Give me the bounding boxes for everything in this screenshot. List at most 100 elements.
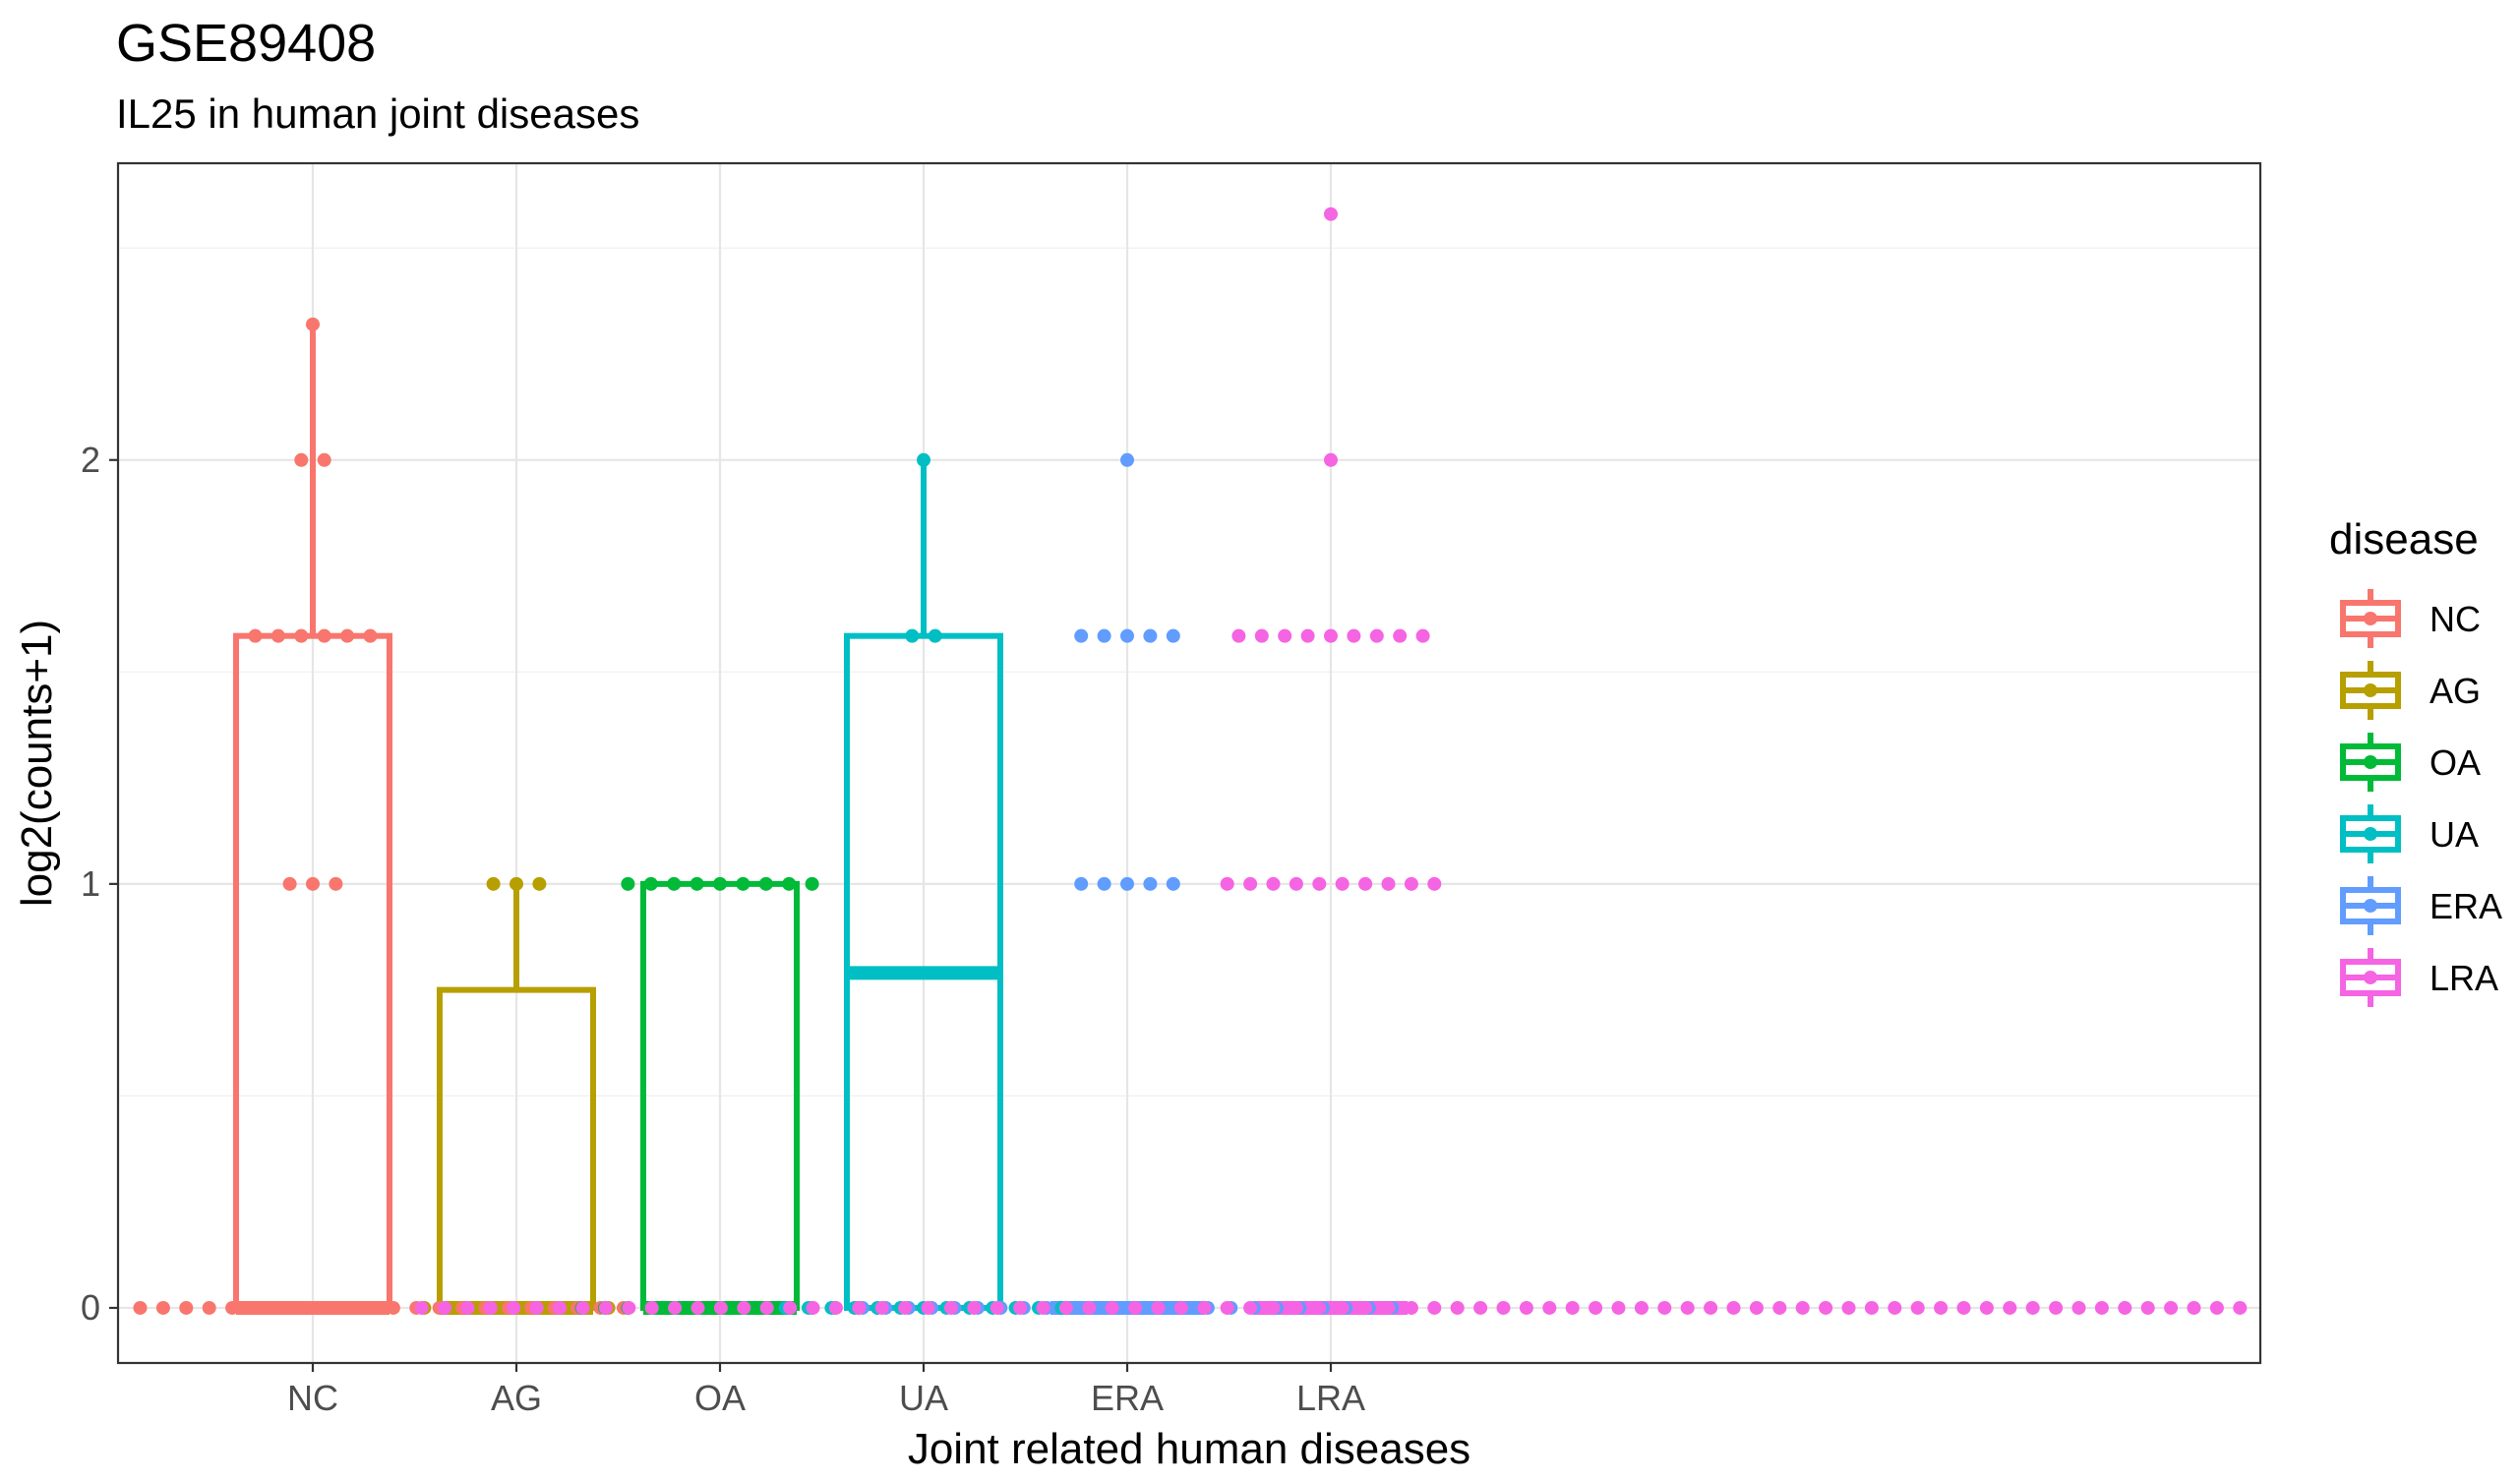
data-point xyxy=(1243,1300,1258,1315)
data-point xyxy=(532,876,547,891)
data-point xyxy=(1427,876,1442,891)
legend-key-point xyxy=(2364,971,2377,984)
legend-item-ag: AG xyxy=(2340,661,2481,720)
data-point xyxy=(460,1300,475,1315)
data-point xyxy=(1254,628,1269,643)
data-point xyxy=(1956,1300,1971,1315)
data-point xyxy=(1393,628,1408,643)
data-point xyxy=(898,1300,913,1315)
data-point xyxy=(294,452,309,467)
legend-key-point xyxy=(2364,683,2377,697)
data-point xyxy=(1266,1300,1281,1315)
legend-item-era: ERA xyxy=(2340,876,2502,935)
plot-border xyxy=(116,161,2262,1365)
data-point xyxy=(1013,1300,1028,1315)
data-point xyxy=(759,1300,774,1315)
data-point xyxy=(690,1300,705,1315)
data-point xyxy=(1404,876,1418,891)
data-point xyxy=(1097,876,1111,891)
data-point xyxy=(2209,1300,2224,1315)
legend-item-ua: UA xyxy=(2340,804,2479,863)
data-point xyxy=(155,1300,170,1315)
legend-key-point xyxy=(2364,827,2377,841)
chart-title: GSE89408 xyxy=(116,14,376,73)
data-point xyxy=(990,1300,1004,1315)
data-point xyxy=(1289,876,1303,891)
legend-label: ERA xyxy=(2430,886,2502,926)
y-tick-label: 1 xyxy=(81,863,100,904)
legend-label: NC xyxy=(2430,599,2481,639)
data-point xyxy=(1680,1300,1695,1315)
legend-label: UA xyxy=(2430,814,2479,855)
data-point xyxy=(1074,876,1089,891)
data-point xyxy=(486,876,501,891)
data-point xyxy=(737,1300,751,1315)
data-point xyxy=(1335,1300,1350,1315)
data-point xyxy=(1324,628,1338,643)
x-tick-label: LRA xyxy=(1296,1378,1365,1418)
data-point xyxy=(1312,876,1327,891)
data-point xyxy=(1473,1300,1488,1315)
data-point xyxy=(1105,1300,1119,1315)
data-point xyxy=(1381,1300,1396,1315)
chart-subtitle: IL25 in human joint diseases xyxy=(116,90,639,137)
data-point xyxy=(2071,1300,2086,1315)
data-point xyxy=(1166,876,1180,891)
data-point xyxy=(917,452,930,467)
data-point xyxy=(1324,207,1338,221)
data-point xyxy=(306,317,320,331)
data-point xyxy=(2094,1300,2109,1315)
data-point xyxy=(1611,1300,1626,1315)
points-layer xyxy=(133,207,2248,1315)
data-point xyxy=(386,1300,400,1315)
data-point xyxy=(805,876,819,891)
data-point xyxy=(1749,1300,1764,1315)
data-point xyxy=(270,628,285,643)
data-point xyxy=(1347,628,1361,643)
data-point xyxy=(1726,1300,1741,1315)
x-tick-label: ERA xyxy=(1091,1378,1164,1418)
data-point xyxy=(1197,1300,1212,1315)
plot-panel xyxy=(118,163,2260,1363)
data-point xyxy=(1120,876,1134,891)
data-point xyxy=(1910,1300,1925,1315)
data-point xyxy=(921,1300,935,1315)
x-axis-title: Joint related human diseases xyxy=(908,1425,1470,1473)
legend-key-point xyxy=(2364,612,2377,625)
data-point xyxy=(2140,1300,2155,1315)
data-point xyxy=(510,876,523,891)
data-point xyxy=(1058,1300,1073,1315)
grid-lines xyxy=(118,163,2260,1363)
data-point xyxy=(1312,1300,1327,1315)
data-point xyxy=(1358,1300,1373,1315)
data-point xyxy=(713,1300,728,1315)
data-point xyxy=(179,1300,194,1315)
legend-item-oa: OA xyxy=(2340,733,2481,792)
data-point xyxy=(667,876,682,891)
data-point xyxy=(828,1300,843,1315)
data-point xyxy=(1795,1300,1810,1315)
data-point xyxy=(306,876,320,891)
data-point xyxy=(553,1300,568,1315)
data-point xyxy=(622,1300,636,1315)
data-point xyxy=(668,1300,683,1315)
data-point xyxy=(1324,452,1338,467)
legend-label: OA xyxy=(2430,742,2481,783)
data-point xyxy=(225,1300,240,1315)
data-point xyxy=(2025,1300,2040,1315)
data-point xyxy=(1220,1300,1234,1315)
data-point xyxy=(363,628,378,643)
data-point xyxy=(1634,1300,1649,1315)
data-point xyxy=(1819,1300,1833,1315)
data-point xyxy=(1266,876,1281,891)
legend-item-nc: NC xyxy=(2340,589,2481,648)
data-point xyxy=(1120,452,1134,467)
data-point xyxy=(248,1300,263,1315)
data-point xyxy=(1128,1300,1143,1315)
data-point xyxy=(1335,876,1350,891)
data-point xyxy=(1243,876,1258,891)
data-point xyxy=(967,1300,982,1315)
data-point xyxy=(1888,1300,1902,1315)
data-point xyxy=(1231,628,1246,643)
